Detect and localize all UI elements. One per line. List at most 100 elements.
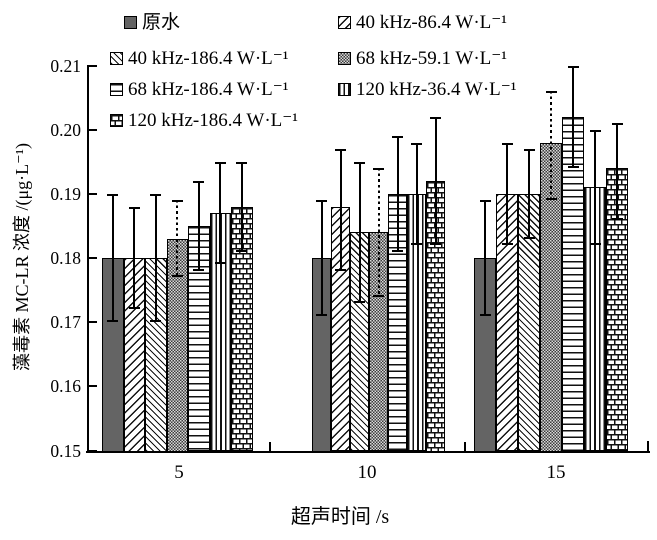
error-bar-cap	[392, 136, 403, 139]
error-bar-cap	[589, 129, 601, 132]
error-bar-cap	[335, 268, 346, 271]
y-tick-label: 0.15	[50, 440, 81, 461]
error-bar-cap	[193, 268, 205, 271]
legend-label: 120 kHz-36.4 W·L⁻¹	[356, 79, 517, 100]
error-bar-cap	[171, 275, 183, 278]
error-bar-line	[154, 193, 157, 323]
y-tick-label: 0.20	[50, 119, 81, 140]
error-bar-cap	[501, 142, 513, 145]
error-bar-cap	[411, 243, 422, 246]
error-bar-cap	[354, 300, 365, 303]
y-tick	[89, 321, 97, 324]
y-axis-title: 藻毒素 MC-LR 浓度 /(μg·L⁻¹)	[12, 142, 32, 372]
error-bar-cap	[193, 181, 205, 183]
legend-swatch-dots-icon	[338, 52, 351, 65]
legend-swatch-diag-down-icon	[110, 52, 123, 65]
bar-dots-group3	[540, 142, 562, 452]
y-tick	[89, 449, 97, 452]
error-bar-cap	[545, 91, 557, 94]
error-bar-cap	[567, 166, 579, 169]
error-bar-cap	[150, 320, 162, 323]
error-bar-cap	[128, 307, 140, 310]
error-bar-cap	[316, 313, 327, 316]
error-bar-cap	[107, 193, 119, 196]
bar-brick-group2	[426, 181, 445, 452]
error-bar-line	[197, 181, 200, 271]
legend-item-brick: 120 kHz-186.4 W·L⁻¹	[110, 110, 298, 131]
legend-swatch-diag-up-icon	[338, 16, 351, 29]
error-bar-cap	[523, 236, 535, 239]
error-bar-cap	[150, 193, 162, 196]
y-tick-label: 0.19	[50, 183, 81, 204]
x-axis-title: 超声时间 /s	[290, 506, 390, 528]
error-bar-cap	[335, 148, 346, 151]
error-bar-line	[594, 129, 596, 246]
error-bar-cap	[611, 217, 623, 220]
error-bar-line	[219, 161, 222, 265]
error-bar-cap	[589, 243, 601, 246]
legend-swatch-horizontal-icon	[110, 83, 123, 96]
legend-item-dots: 68 kHz-59.1 W·L⁻¹	[338, 48, 507, 69]
legend-label: 原水	[142, 12, 181, 33]
legend-item-diag-up: 40 kHz-86.4 W·L⁻¹	[338, 12, 507, 33]
legend-item-vertical: 120 kHz-36.4 W·L⁻¹	[338, 79, 516, 100]
y-tick	[89, 385, 97, 388]
legend-item-diag-down: 40 kHz-186.4 W·L⁻¹	[110, 48, 288, 69]
error-bar-line	[176, 200, 179, 278]
legend-label: 40 kHz-86.4 W·L⁻¹	[356, 12, 507, 33]
legend-label: 68 kHz-186.4 W·L⁻¹	[128, 79, 289, 100]
error-bar-cap	[411, 142, 422, 145]
bar-dots-group1	[166, 238, 188, 452]
error-bar-line	[484, 200, 486, 316]
error-bar-cap	[128, 206, 140, 209]
error-bar-cap	[523, 148, 535, 151]
error-bar-cap	[479, 313, 491, 316]
legend-label: 68 kHz-59.1 W·L⁻¹	[356, 48, 507, 69]
error-bar-cap	[545, 198, 557, 201]
y-tick-label: 0.16	[50, 376, 81, 397]
y-axis-line	[87, 64, 89, 453]
y-tick-label: 0.21	[50, 55, 81, 76]
error-bar-cap	[316, 200, 327, 203]
error-bar-line	[111, 193, 114, 323]
x-tick	[464, 441, 466, 451]
x-category-label: 15	[546, 462, 566, 483]
error-bar-cap	[236, 161, 248, 164]
x-axis-end-tick	[647, 440, 649, 451]
error-bar-line	[358, 161, 361, 303]
legend-swatch-brick-icon	[110, 114, 123, 127]
error-bar-line	[396, 136, 399, 252]
error-bar-line	[377, 168, 380, 297]
x-category-label: 5	[174, 462, 184, 483]
error-bar-cap	[479, 200, 491, 203]
error-bar-line	[550, 91, 552, 201]
x-axis-line	[86, 450, 650, 453]
x-category-label: 10	[357, 462, 377, 483]
y-tick-label: 0.18	[50, 248, 81, 268]
error-bar-line	[572, 65, 574, 169]
error-bar-cap	[567, 65, 579, 68]
error-bar-cap	[611, 123, 623, 126]
error-bar-cap	[392, 249, 403, 252]
error-bar-cap	[430, 116, 441, 119]
bar-brick-group3	[606, 168, 628, 452]
error-bar-cap	[373, 294, 384, 297]
legend-item-horizontal: 68 kHz-186.4 W·L⁻¹	[110, 79, 288, 100]
y-tick-label: 0.17	[50, 312, 81, 333]
y-tick	[89, 64, 97, 67]
error-bar-cap	[430, 243, 441, 246]
y-tick	[89, 128, 97, 131]
y-tick	[89, 192, 97, 195]
error-bar-cap	[236, 249, 248, 252]
legend-swatch-vertical-icon	[338, 83, 351, 96]
error-bar-line	[240, 161, 243, 252]
error-bar-cap	[214, 262, 226, 265]
y-tick	[89, 257, 97, 259]
error-bar-cap	[171, 200, 183, 203]
bar-brick-group1	[231, 206, 253, 452]
error-bar-line	[339, 148, 342, 271]
error-bar-line	[133, 206, 136, 310]
bar-dots-group2	[369, 232, 388, 452]
